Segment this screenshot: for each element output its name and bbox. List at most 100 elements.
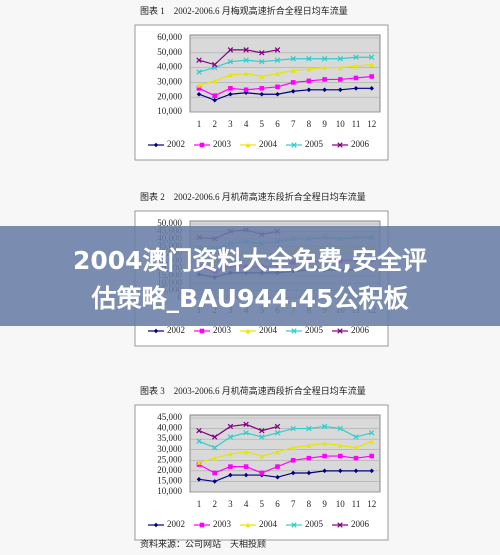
x-tick-label: 7 [291, 499, 296, 509]
marker [259, 86, 265, 91]
marker [243, 421, 249, 428]
marker [227, 434, 234, 440]
legend-label: 2003 [213, 519, 232, 529]
y-tick-label: 35,000 [157, 433, 182, 443]
legend-label: 2002 [167, 325, 185, 335]
marker [291, 142, 297, 148]
x-tick-label: 2 [212, 499, 217, 509]
chart-title: 图表 2 2002-2006.6 月机荷高速东段折合全程日均车流量 [140, 191, 366, 202]
marker [306, 425, 312, 432]
y-tick-label: 10,000 [157, 106, 182, 116]
x-tick-label: 6 [275, 499, 280, 509]
x-tick-label: 11 [352, 119, 361, 129]
marker [369, 468, 374, 474]
legend-label: 2006 [351, 325, 370, 335]
marker [290, 68, 296, 73]
marker [153, 328, 159, 334]
plot-area [189, 34, 381, 113]
marker [211, 434, 218, 440]
marker [196, 477, 202, 482]
marker [196, 83, 202, 88]
source-note: 资料来源：公司网站 天相投顾 [140, 538, 266, 549]
marker [275, 84, 280, 90]
marker [259, 91, 265, 97]
legend-label: 2006 [351, 519, 370, 529]
marker [211, 61, 218, 68]
marker [274, 430, 281, 436]
marker [369, 62, 374, 67]
x-tick-label: 4 [244, 499, 249, 509]
legend-label: 2005 [305, 325, 324, 335]
marker [243, 71, 249, 76]
y-tick-label: 50,000 [157, 47, 182, 57]
marker [227, 423, 234, 430]
marker [275, 91, 280, 97]
marker [274, 47, 281, 53]
marker [369, 438, 374, 444]
x-tick-label: 3 [228, 119, 233, 129]
x-tick-label: 7 [291, 119, 296, 129]
marker [228, 72, 233, 78]
marker [275, 464, 280, 469]
marker [243, 464, 249, 469]
marker [337, 425, 344, 432]
marker [337, 55, 344, 62]
y-tick-label: 10,000 [157, 486, 182, 496]
banner-text: 估策略_BAU944.45公积板 [91, 284, 409, 313]
marker [228, 464, 233, 469]
marker [212, 479, 217, 484]
series-line [198, 455, 372, 474]
marker [196, 460, 202, 465]
marker [337, 328, 343, 334]
marker [196, 91, 202, 97]
marker [243, 472, 249, 478]
marker [369, 86, 374, 91]
marker [212, 78, 217, 84]
marker [259, 58, 265, 65]
legend-label: 2004 [259, 519, 278, 529]
marker [211, 444, 218, 451]
marker [243, 57, 249, 63]
series-line [198, 56, 372, 73]
marker [227, 58, 234, 65]
marker [306, 455, 312, 461]
x-tick-label: 2 [212, 119, 217, 129]
legend-label: 2003 [213, 139, 232, 149]
legend-label: 2002 [167, 519, 185, 529]
marker [353, 86, 359, 91]
marker [322, 441, 327, 446]
marker [275, 71, 280, 76]
marker [275, 449, 280, 455]
series-line [198, 425, 372, 449]
banner [0, 226, 500, 326]
banner-text: 2004澳门资料大全免费,安全评 [73, 246, 427, 275]
x-tick-label: 5 [260, 499, 265, 509]
marker [322, 77, 327, 82]
legend-label: 2005 [305, 139, 324, 149]
marker [227, 47, 234, 53]
marker [228, 472, 233, 478]
x-tick-label: 12 [367, 119, 376, 129]
marker [259, 453, 265, 459]
marker [212, 97, 217, 103]
legend-label: 2006 [351, 139, 370, 149]
marker [259, 50, 265, 56]
marker [228, 86, 233, 91]
marker [369, 453, 374, 459]
x-tick-label: 10 [336, 499, 346, 509]
legend-label: 2002 [167, 139, 185, 149]
marker [274, 423, 281, 430]
marker [369, 74, 374, 79]
marker [259, 470, 265, 476]
marker [212, 93, 217, 99]
marker [259, 427, 265, 434]
marker [306, 87, 312, 93]
marker [353, 434, 359, 440]
marker [338, 87, 343, 93]
marker [199, 522, 205, 528]
marker [306, 55, 312, 62]
legend-label: 2004 [259, 325, 278, 335]
legend-label: 2004 [259, 139, 278, 149]
